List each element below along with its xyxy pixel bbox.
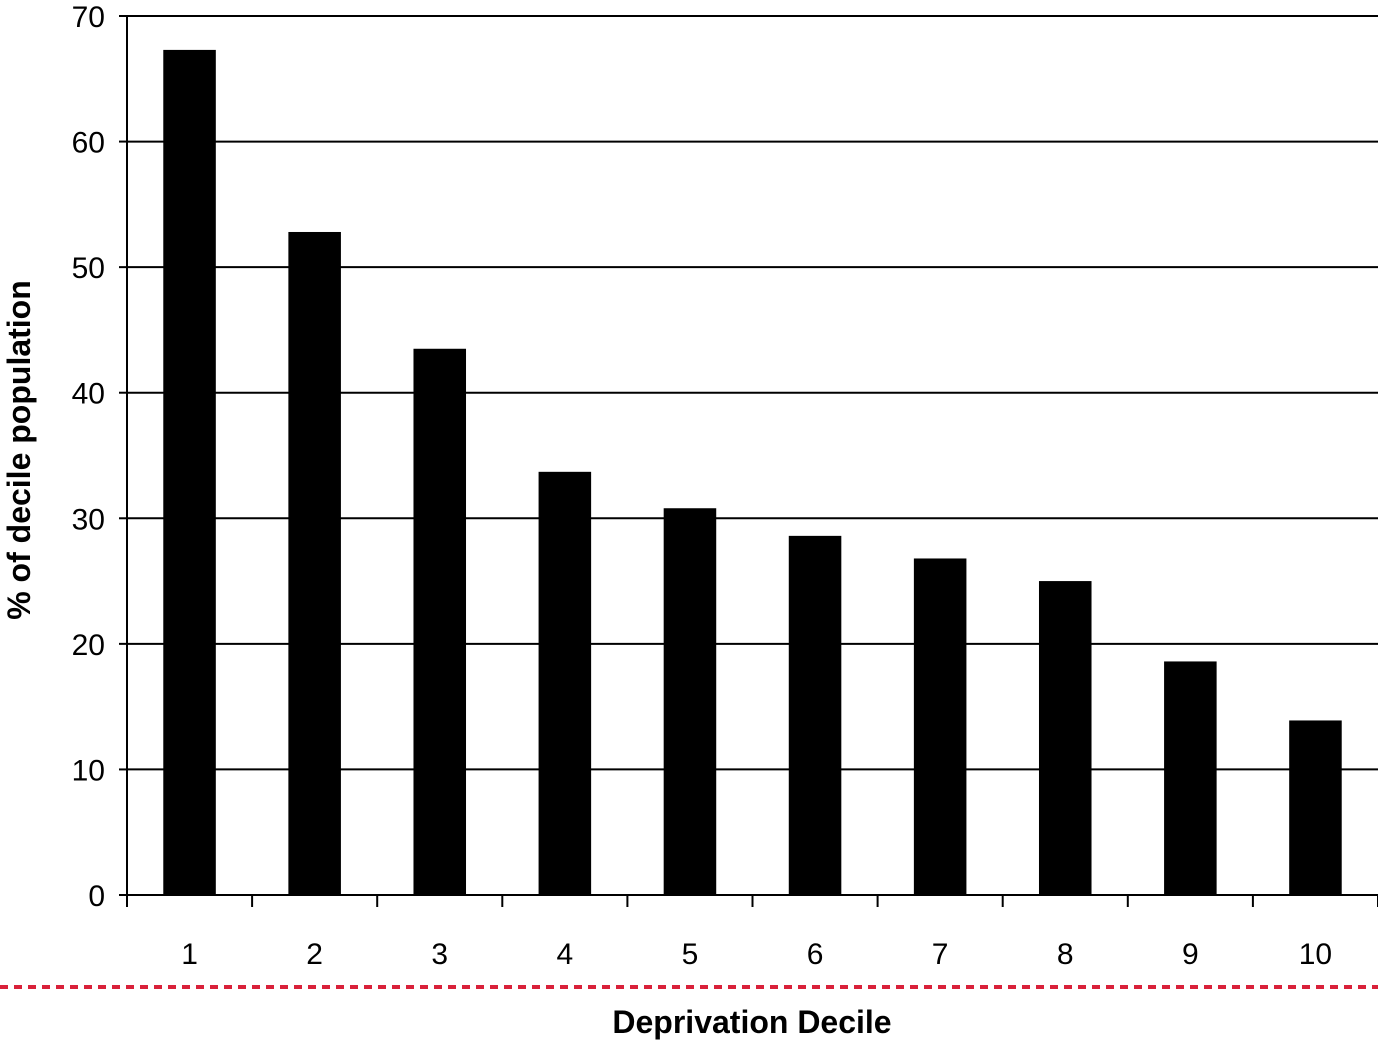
x-tick-label: 8 bbox=[1057, 938, 1074, 971]
bar-decile-2 bbox=[288, 231, 341, 896]
bar-decile-4 bbox=[538, 471, 592, 895]
bar-decile-1 bbox=[163, 49, 216, 895]
y-tick-label: 10 bbox=[72, 754, 105, 787]
bar-decile-7 bbox=[913, 558, 967, 895]
bars bbox=[163, 49, 1342, 896]
y-tick-label: 70 bbox=[72, 1, 105, 34]
bar-decile-5 bbox=[663, 508, 717, 895]
x-tick-label: 10 bbox=[1299, 938, 1332, 971]
bar-decile-9 bbox=[1164, 661, 1217, 895]
bar-decile-3 bbox=[413, 348, 467, 895]
y-tick-labels: 0 10 20 30 40 50 60 70 bbox=[72, 1, 105, 913]
axes bbox=[119, 15, 1378, 907]
x-tick-label: 5 bbox=[682, 938, 699, 971]
x-axis-title: Deprivation Decile bbox=[612, 1004, 891, 1040]
y-tick-label: 30 bbox=[72, 503, 105, 536]
y-tick-label: 20 bbox=[72, 629, 105, 662]
x-tick-label: 1 bbox=[181, 938, 198, 971]
bar-decile-10 bbox=[1289, 720, 1342, 895]
y-tick-label: 0 bbox=[88, 880, 105, 913]
x-tick-label: 9 bbox=[1182, 938, 1199, 971]
y-axis-title: % of decile population bbox=[1, 280, 37, 620]
bar-decile-6 bbox=[788, 535, 842, 895]
x-tick-labels: 1 2 3 4 5 6 7 8 9 10 bbox=[181, 938, 1332, 971]
x-tick-label: 2 bbox=[306, 938, 323, 971]
y-tick-label: 50 bbox=[72, 252, 105, 285]
x-tick-label: 6 bbox=[807, 938, 824, 971]
x-tick-label: 4 bbox=[557, 938, 574, 971]
bar-decile-8 bbox=[1038, 581, 1092, 895]
x-tick-label: 3 bbox=[431, 938, 448, 971]
y-tick-label: 60 bbox=[72, 127, 105, 160]
x-tick-label: 7 bbox=[932, 938, 949, 971]
y-tick-label: 40 bbox=[72, 378, 105, 411]
